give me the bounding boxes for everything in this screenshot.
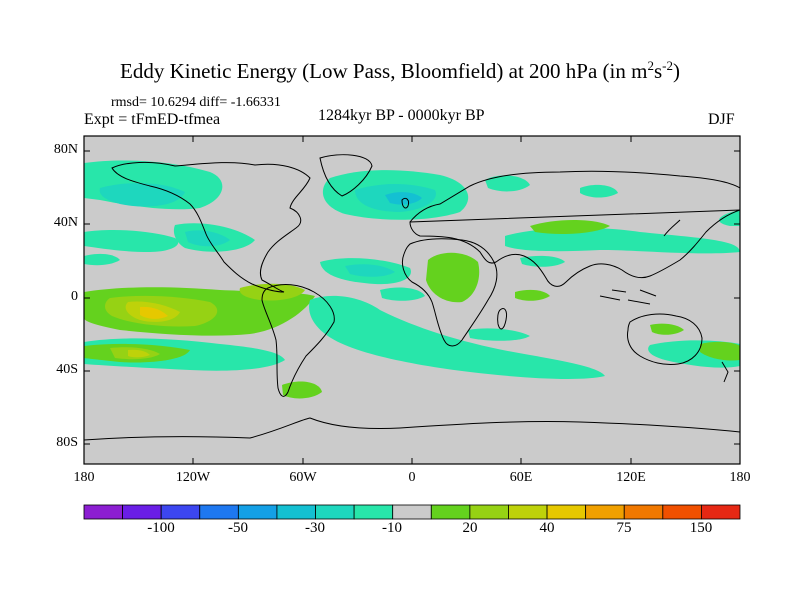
colorbar-swatch: [315, 504, 355, 520]
lat-label: 0: [71, 289, 78, 304]
colorbar-label: -10: [382, 520, 402, 536]
field-region: [530, 220, 610, 234]
coast-madagascar: [497, 307, 507, 330]
field-region: [84, 230, 179, 252]
lat-label: 80N: [53, 142, 78, 157]
colorbar-swatch: [662, 504, 702, 520]
lon-label: 120W: [175, 470, 211, 485]
field-region: [84, 253, 120, 266]
colorbar-swatch: [392, 504, 432, 520]
lat-label: 80S: [56, 435, 78, 450]
colorbar-swatch: [508, 504, 548, 520]
coast-indonesia: [599, 289, 657, 305]
colorbar-label: 75: [616, 520, 632, 536]
field-region: [99, 183, 185, 207]
field-region: [185, 230, 230, 247]
field-region: [719, 210, 740, 226]
colorbar: [83, 504, 741, 520]
lon-label: 60E: [509, 470, 533, 485]
experiment-label: Expt = tFmED-tfmea: [84, 111, 221, 128]
field-region: [700, 341, 740, 361]
lat-label: 40N: [53, 215, 78, 230]
coast-new-zealand: [721, 361, 729, 383]
colorbar-label: -30: [305, 520, 325, 536]
colorbar-label: 20: [462, 520, 478, 536]
colorbar-swatch: [353, 504, 394, 520]
colorbar-swatch: [83, 504, 123, 520]
lon-label: 60W: [289, 470, 317, 485]
field-region: [128, 349, 150, 358]
coast-africa: [401, 238, 498, 347]
stats-label: rmsd= 10.6294 diff= -1.66331: [111, 95, 281, 110]
field-region: [650, 323, 684, 335]
colorbar-label: 150: [689, 520, 713, 536]
field-region: [485, 175, 530, 192]
lon-label: 0: [408, 470, 416, 485]
colorbar-swatch: [122, 504, 162, 520]
colorbar-swatch: [276, 504, 316, 520]
lon-label: 180: [729, 470, 751, 485]
coast-north-america: [111, 161, 311, 293]
colorbar-swatch: [430, 504, 471, 520]
coast-south-america: [261, 284, 335, 397]
coast-japan: [663, 219, 681, 237]
colorbar-swatch: [237, 504, 278, 520]
field-region: [380, 287, 425, 301]
colorbar-swatch: [623, 504, 664, 520]
field-region: [580, 184, 618, 198]
colorbar-label: -50: [228, 520, 248, 536]
plot-title: Eddy Kinetic Energy (Low Pass, Bloomfiel…: [120, 58, 680, 83]
coastlines: [84, 154, 740, 441]
coast-eurasia: [409, 170, 740, 287]
field-region: [505, 227, 740, 254]
coast-greenland: [319, 154, 373, 197]
field-region: [140, 306, 168, 319]
coast-britain: [401, 197, 409, 209]
field-region: [515, 289, 550, 301]
colorbar-swatch: [585, 504, 625, 520]
colorbar-swatch: [546, 504, 587, 520]
lon-label: 120E: [616, 470, 646, 485]
period-label: 1284kyr BP - 0000kyr BP: [318, 107, 485, 124]
coast-australia: [627, 313, 703, 365]
colorbar-label: 40: [539, 520, 555, 536]
coast-antarctica: [84, 417, 740, 441]
season-label: DJF: [708, 111, 735, 128]
field-shading: [84, 160, 740, 399]
field-region: [345, 264, 395, 277]
colorbar-swatch: [701, 504, 741, 520]
colorbar-label: -100: [147, 520, 175, 536]
field-region: [239, 283, 305, 301]
lon-ticks: [83, 136, 741, 464]
colorbar-swatch: [160, 504, 201, 520]
lon-label: 180: [73, 470, 95, 485]
lat-label: 40S: [56, 362, 78, 377]
field-region: [282, 381, 322, 399]
field-region: [520, 255, 565, 267]
lat-ticks: [84, 150, 740, 445]
field-region: [309, 295, 605, 379]
colorbar-swatch: [469, 504, 509, 520]
field-region: [426, 252, 480, 303]
field-region: [468, 328, 530, 341]
colorbar-swatch: [199, 504, 239, 520]
